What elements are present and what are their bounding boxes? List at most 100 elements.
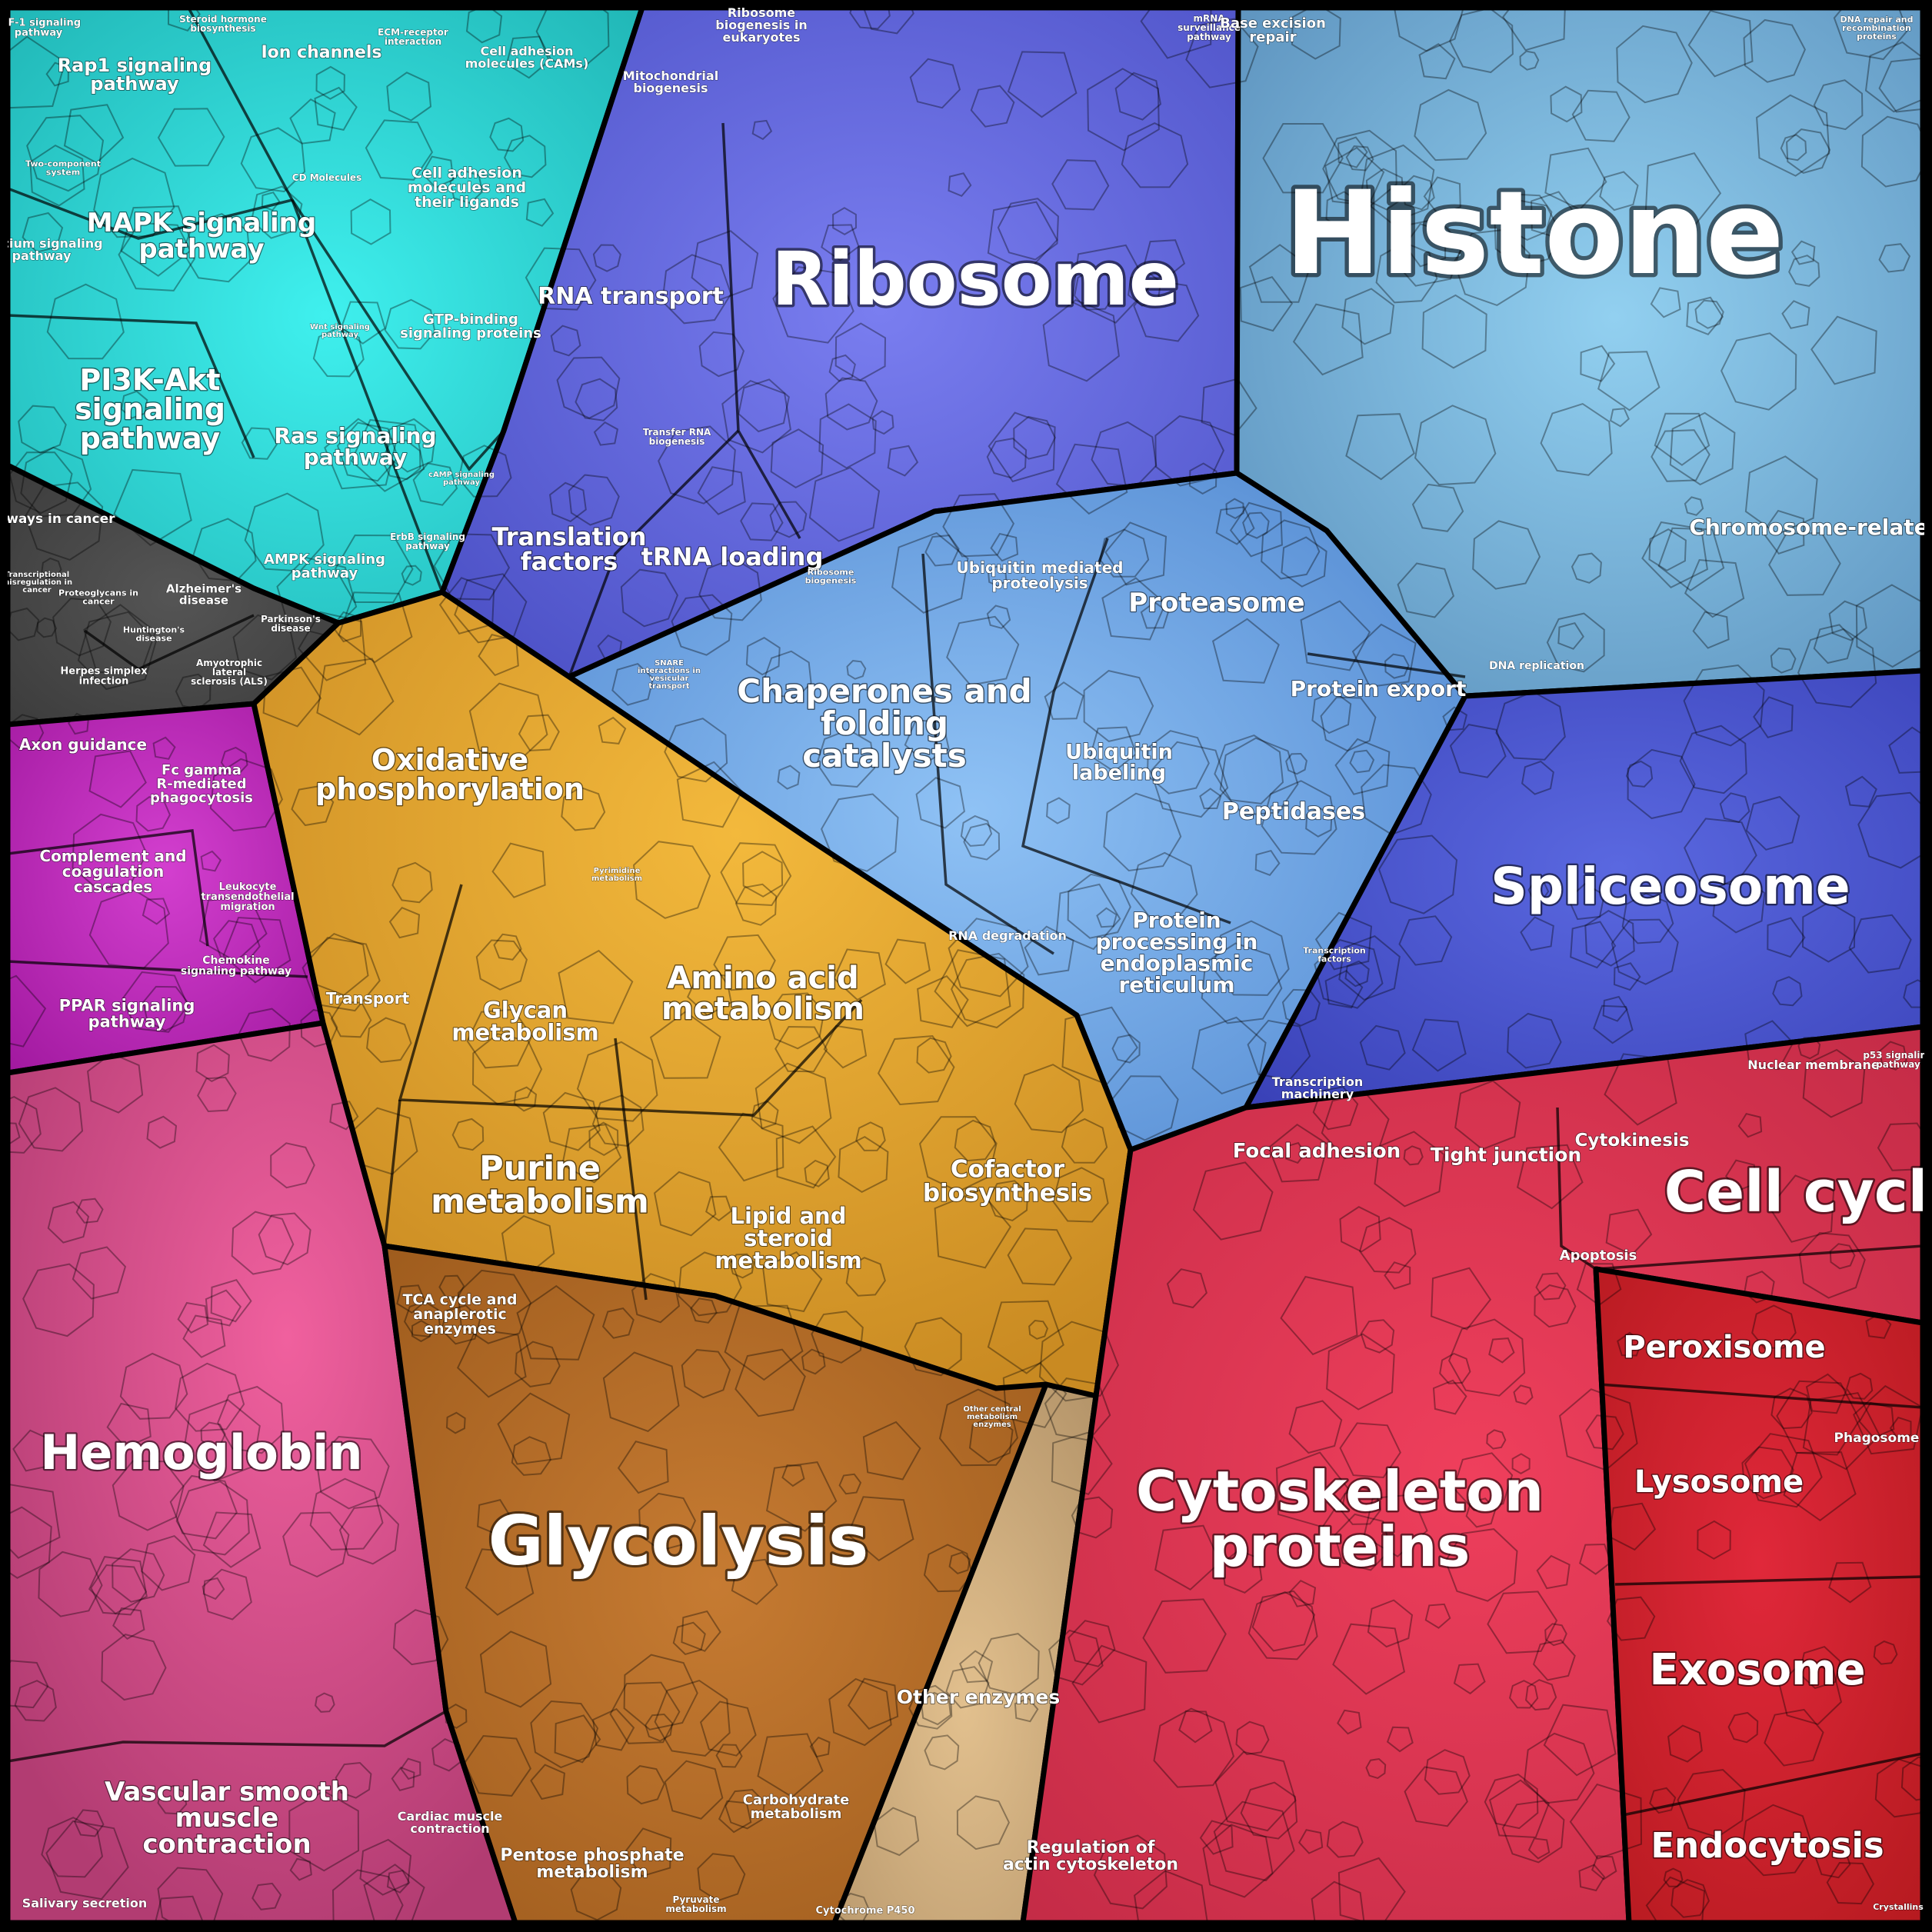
- protein-cell: [611, 662, 655, 706]
- protein-cell: [1770, 647, 1797, 674]
- protein-cell: [1521, 760, 1554, 795]
- protein-cell: [1411, 1018, 1467, 1072]
- protein-cell: [762, 1251, 823, 1313]
- protein-cell: [1627, 748, 1696, 820]
- protein-cell: [1579, 1543, 1612, 1575]
- protein-cell: [1240, 1781, 1298, 1840]
- protein-cell: [363, 1864, 425, 1924]
- protein-cell: [338, 591, 413, 664]
- protein-cell: [664, 1760, 724, 1820]
- protein-cell: [122, 971, 189, 1033]
- protein-cell: [1813, 624, 1854, 665]
- label-ribo-euk: Ribosome biogenesis in eukaryotes: [715, 5, 807, 45]
- protein-cell: [731, 1558, 778, 1605]
- protein-cell: [213, 920, 261, 965]
- protein-cell: [1398, 915, 1453, 966]
- protein-cell: [1616, 25, 1693, 104]
- protein-cell: [1878, 1041, 1907, 1071]
- protein-cell: [238, 1008, 291, 1062]
- protein-cell: [175, 1481, 250, 1556]
- protein-cell: [1314, 911, 1373, 971]
- protein-cell: [175, 1362, 245, 1432]
- protein-cell: [1797, 628, 1877, 708]
- protein-cell: [1359, 1217, 1417, 1274]
- protein-cell: [1745, 795, 1800, 851]
- protein-cell: [1111, 1034, 1141, 1064]
- protein-cell: [466, 1008, 533, 1069]
- protein-cell: [1770, 1387, 1813, 1430]
- protein-cell: [1146, 730, 1210, 794]
- protein-cell: [960, 814, 993, 847]
- protein-cell: [845, 1257, 886, 1297]
- protein-cell: [1720, 332, 1797, 411]
- protein-cell: [1571, 552, 1602, 584]
- label-glycolysis: Glycolysis: [488, 1501, 869, 1581]
- protein-cell: [1214, 1750, 1297, 1832]
- protein-cell: [1325, 191, 1361, 231]
- label-glycan: Glycan metabolism: [451, 998, 598, 1046]
- protein-cell: [1091, 421, 1158, 488]
- protein-cell: [920, 1691, 951, 1726]
- protein-cell: [855, 1121, 886, 1151]
- protein-cell: [1576, 1263, 1622, 1307]
- protein-cell: [359, 1838, 412, 1896]
- protein-cell: [1143, 239, 1186, 281]
- protein-cell: [1311, 690, 1352, 734]
- protein-cell: [232, 614, 298, 681]
- protein-cell: [1042, 299, 1120, 382]
- protein-cell: [1641, 521, 1708, 589]
- label-mito-biogenesis: Mitochondrial biogenesis: [623, 68, 718, 95]
- protein-cell: [282, 1511, 350, 1578]
- protein-cell: [809, 1736, 831, 1758]
- protein-cell: [291, 784, 335, 827]
- protein-cell: [501, 1214, 555, 1272]
- protein-cell: [1486, 1429, 1507, 1450]
- protein-cell: [288, 1790, 360, 1872]
- label-pyruvate: Pyruvate metabolism: [665, 1894, 726, 1914]
- protein-cell: [1051, 1431, 1113, 1495]
- protein-cell: [769, 501, 808, 538]
- label-ber: Base excision repair: [1220, 15, 1326, 45]
- protein-cell: [197, 1076, 237, 1113]
- protein-cell: [681, 1610, 721, 1652]
- protein-cell: [575, 378, 618, 421]
- protein-cell: [1888, 726, 1932, 774]
- protein-cell: [823, 1024, 868, 1069]
- protein-cell: [478, 634, 519, 677]
- protein-cell: [1686, 296, 1724, 335]
- protein-cell: [1509, 1680, 1539, 1709]
- label-ppar: PPAR signaling pathway: [59, 997, 195, 1031]
- protein-cell: [909, 58, 961, 109]
- protein-cell: [1444, 1528, 1518, 1602]
- protein-cell: [315, 1692, 335, 1713]
- label-gtp: GTP-binding signaling proteins: [400, 311, 541, 341]
- protein-cell: [1349, 749, 1375, 774]
- protein-cell: [63, 104, 125, 164]
- protein-cell: [1454, 1080, 1521, 1151]
- protein-cell: [757, 1733, 824, 1798]
- protein-cell: [724, 1304, 804, 1381]
- protein-cell: [351, 1107, 418, 1175]
- protein-cell: [1326, 1333, 1395, 1411]
- protein-cell: [52, 598, 112, 657]
- protein-cell: [515, 1341, 561, 1387]
- protein-cell: [1214, 734, 1284, 804]
- protein-cell: [1684, 818, 1757, 886]
- protein-cell: [1225, 498, 1244, 520]
- protein-cell: [1513, 1384, 1534, 1405]
- protein-cell: [1332, 1623, 1406, 1695]
- protein-cell: [14, 1680, 57, 1722]
- label-amino-acid: Amino acid metabolism: [661, 961, 864, 1027]
- protein-cell: [1860, 115, 1932, 188]
- protein-cell: [1320, 696, 1377, 752]
- protein-cell: [1605, 1208, 1653, 1256]
- protein-cell: [1644, 152, 1722, 232]
- protein-cell: [1465, 1497, 1497, 1528]
- region-organelles: [1593, 1266, 1926, 1926]
- label-alzheimer: Alzheimer's disease: [166, 582, 242, 608]
- protein-cell: [331, 611, 361, 643]
- label-purine: Purine metabolism: [431, 1150, 649, 1221]
- protein-cell: [1544, 147, 1607, 211]
- protein-cell: [542, 1091, 601, 1151]
